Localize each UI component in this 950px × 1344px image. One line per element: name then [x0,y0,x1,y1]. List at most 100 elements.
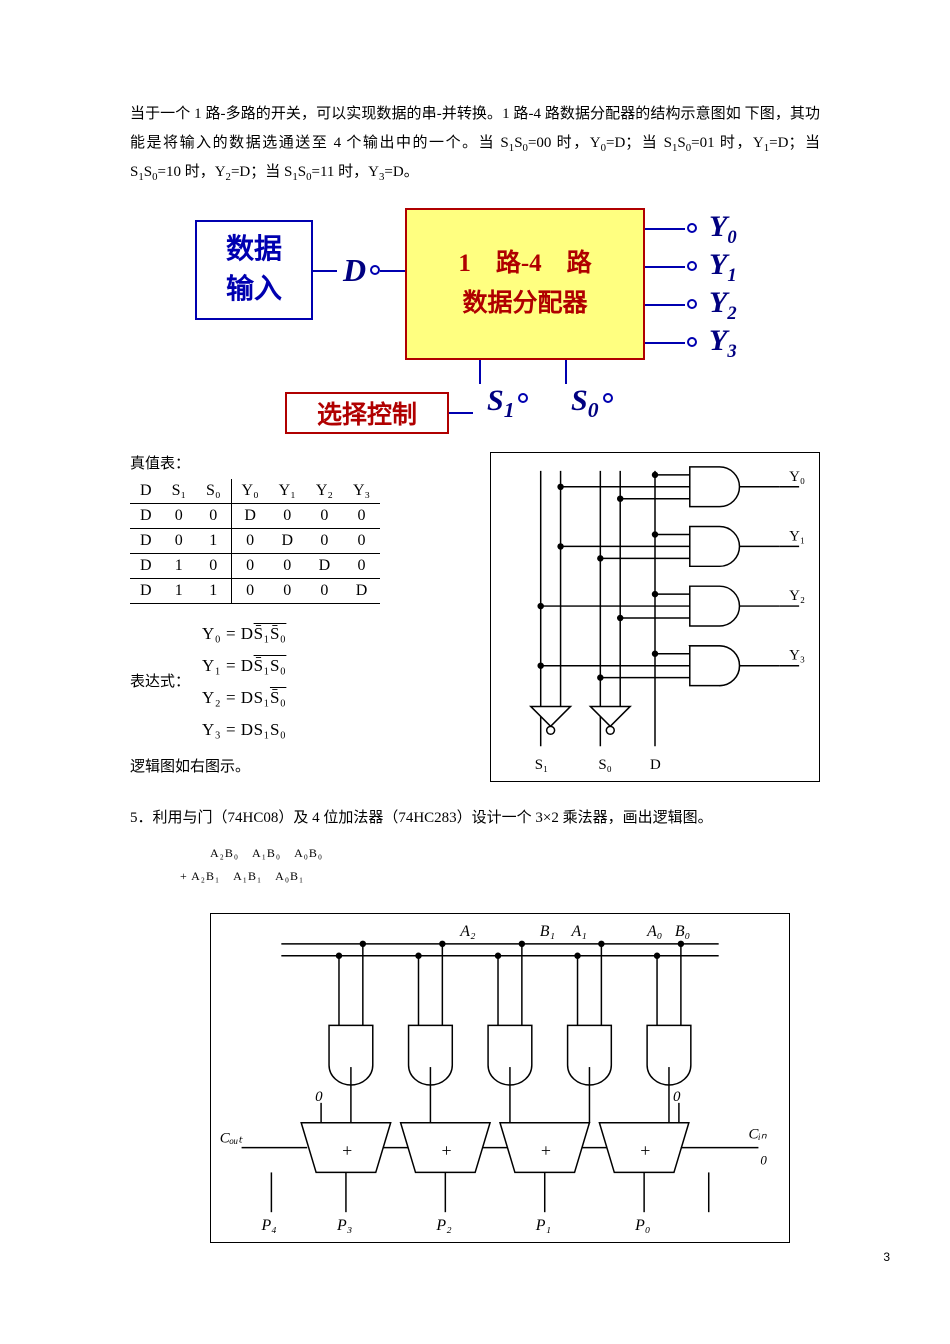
truth-table-section: 真值表： D S₁ S₀ Y₀ Y₁ Y₂ Y₃ D00D000D010D00D… [130,452,820,776]
a0-label: A₀ [646,923,662,940]
table-cell: 0 [231,578,269,603]
table-cell: 0 [343,553,380,578]
wire [645,342,685,344]
table-cell: D [130,503,162,528]
txt: 时，Y [720,135,764,151]
p4-label: P₄ [260,1217,276,1234]
wire [479,360,481,384]
txt: =11 时，Y [312,164,380,180]
table-cell: 1 [162,578,196,603]
partial-products: A₂B₀ A₁B₀ A₀B₀ + A₂B₁ A₁B₁ A₀B₁ [180,842,820,889]
data-input-box: 数据 输入 [195,220,313,320]
s0-label: S₀ [598,757,611,773]
wire [449,412,473,414]
wire [380,270,405,272]
a2-label: A₂ [459,923,476,940]
question-5: 5．利用与门（74HC08）及 4 位加法器（74HC283）设计一个 3×2 … [130,804,820,833]
b0-label: B₀ [675,923,690,940]
txt: =01 [691,135,714,151]
select-control-box: 选择控制 [285,392,449,434]
table-cell: 0 [162,503,196,528]
label-S0: S0 [571,384,598,423]
p1-label: P₁ [535,1217,551,1234]
expr-y1: Y₁ = DS̄₁S₀ [202,650,286,682]
wire [645,266,685,268]
label-S1: S1 [487,384,514,423]
cin-label: Cᵢₙ [748,1126,767,1142]
table-cell: 0 [269,578,306,603]
demux-logic-diagram: Y₀ Y₁ Y₂ Y₃ S₁ S₀ D [490,452,820,782]
p2-label: P₂ [435,1217,452,1234]
txt: =00 时，Y [528,135,601,151]
label-D: D [343,252,366,289]
terminal-icon [687,261,697,271]
label-Y3: Y3 [709,324,737,363]
p0-label: P₀ [634,1217,650,1234]
expr-label: 表达式： [130,668,190,697]
wire [313,270,337,272]
terminal-icon [518,393,528,403]
table-cell: 0 [231,553,269,578]
terminal-icon [687,337,697,347]
zero-l: 0 [315,1089,323,1105]
table-cell: 1 [196,578,231,603]
cout-label: Cₒᵤₜ [220,1130,244,1146]
truth-table: D S₁ S₀ Y₀ Y₁ Y₂ Y₃ D00D000D010D00D1000D… [130,479,380,604]
table-cell: 0 [269,503,306,528]
txt: 当于一个 1 路-多路的开关，可以实现数据的串-并转换。1 路-4 路数据分配器… [130,106,741,122]
terminal-icon [687,299,697,309]
intro-paragraph: 当于一个 1 路-多路的开关，可以实现数据的串-并转换。1 路-4 路数据分配器… [130,100,820,188]
y2-label: Y₂ [789,588,805,604]
terminal-icon [603,393,613,403]
p3-label: P₃ [336,1217,352,1234]
table-cell: D [231,503,269,528]
terminal-icon [687,223,697,233]
table-cell: D [269,528,306,553]
label-Y1: Y1 [709,248,737,287]
d-label: D [650,757,661,773]
block-diagram: 数据 输入 1 路-4 路 数据分配器 选择控制 D Y0 Y1 Y2 Y3 S… [195,198,755,438]
y0-label: Y₀ [789,468,805,484]
table-cell: D [306,553,343,578]
zero-r: 0 [673,1089,681,1105]
table-cell: 0 [231,528,269,553]
expr-y2: Y₂ = DS₁S̄₀ [202,682,286,714]
table-cell: 0 [306,578,343,603]
pp-row1: A₂B₀ A₁B₀ A₀B₀ [210,842,820,865]
multiplier-adder-diagram: A₂ B₁ A₁ A₀ B₀ 0 0 Cₒᵤₜ Cᵢₙ 0 + + + + P₄… [210,913,790,1243]
table-cell: 0 [269,553,306,578]
b1-label: B₁ [540,923,555,940]
table-cell: 0 [196,553,231,578]
table-cell: 0 [343,503,380,528]
plus: + [540,1140,552,1160]
table-cell: 0 [343,528,380,553]
wire [645,304,685,306]
table-cell: 0 [162,528,196,553]
table-cell: D [130,553,162,578]
wire [565,360,567,384]
table-cell: 1 [196,528,231,553]
table-cell: 1 [162,553,196,578]
label-Y2: Y2 [709,286,737,325]
terminal-icon [370,265,380,275]
expr-y0: Y₀ = DS̄₁S̄₀ [202,618,286,650]
demux-box: 1 路-4 路 数据分配器 [405,208,645,360]
a1-label: A₁ [571,923,587,940]
table-cell: 0 [196,503,231,528]
cin0-label: 0 [760,1152,767,1167]
expr-y3: Y₃ = DS₁S₀ [202,714,286,746]
plus: + [639,1140,651,1160]
wire [645,228,685,230]
txt: =D。 [384,164,418,180]
plus: + [440,1140,452,1160]
plus: + [341,1140,353,1160]
table-cell: 0 [306,503,343,528]
table-cell: D [343,578,380,603]
y1-label: Y₁ [789,528,805,544]
table-cell: D [130,528,162,553]
txt: =D；当 S [231,164,292,180]
txt: =10 时，Y [158,164,226,180]
s1-label: S₁ [535,757,548,773]
table-cell: 0 [306,528,343,553]
page-number: 3 [883,1250,890,1264]
